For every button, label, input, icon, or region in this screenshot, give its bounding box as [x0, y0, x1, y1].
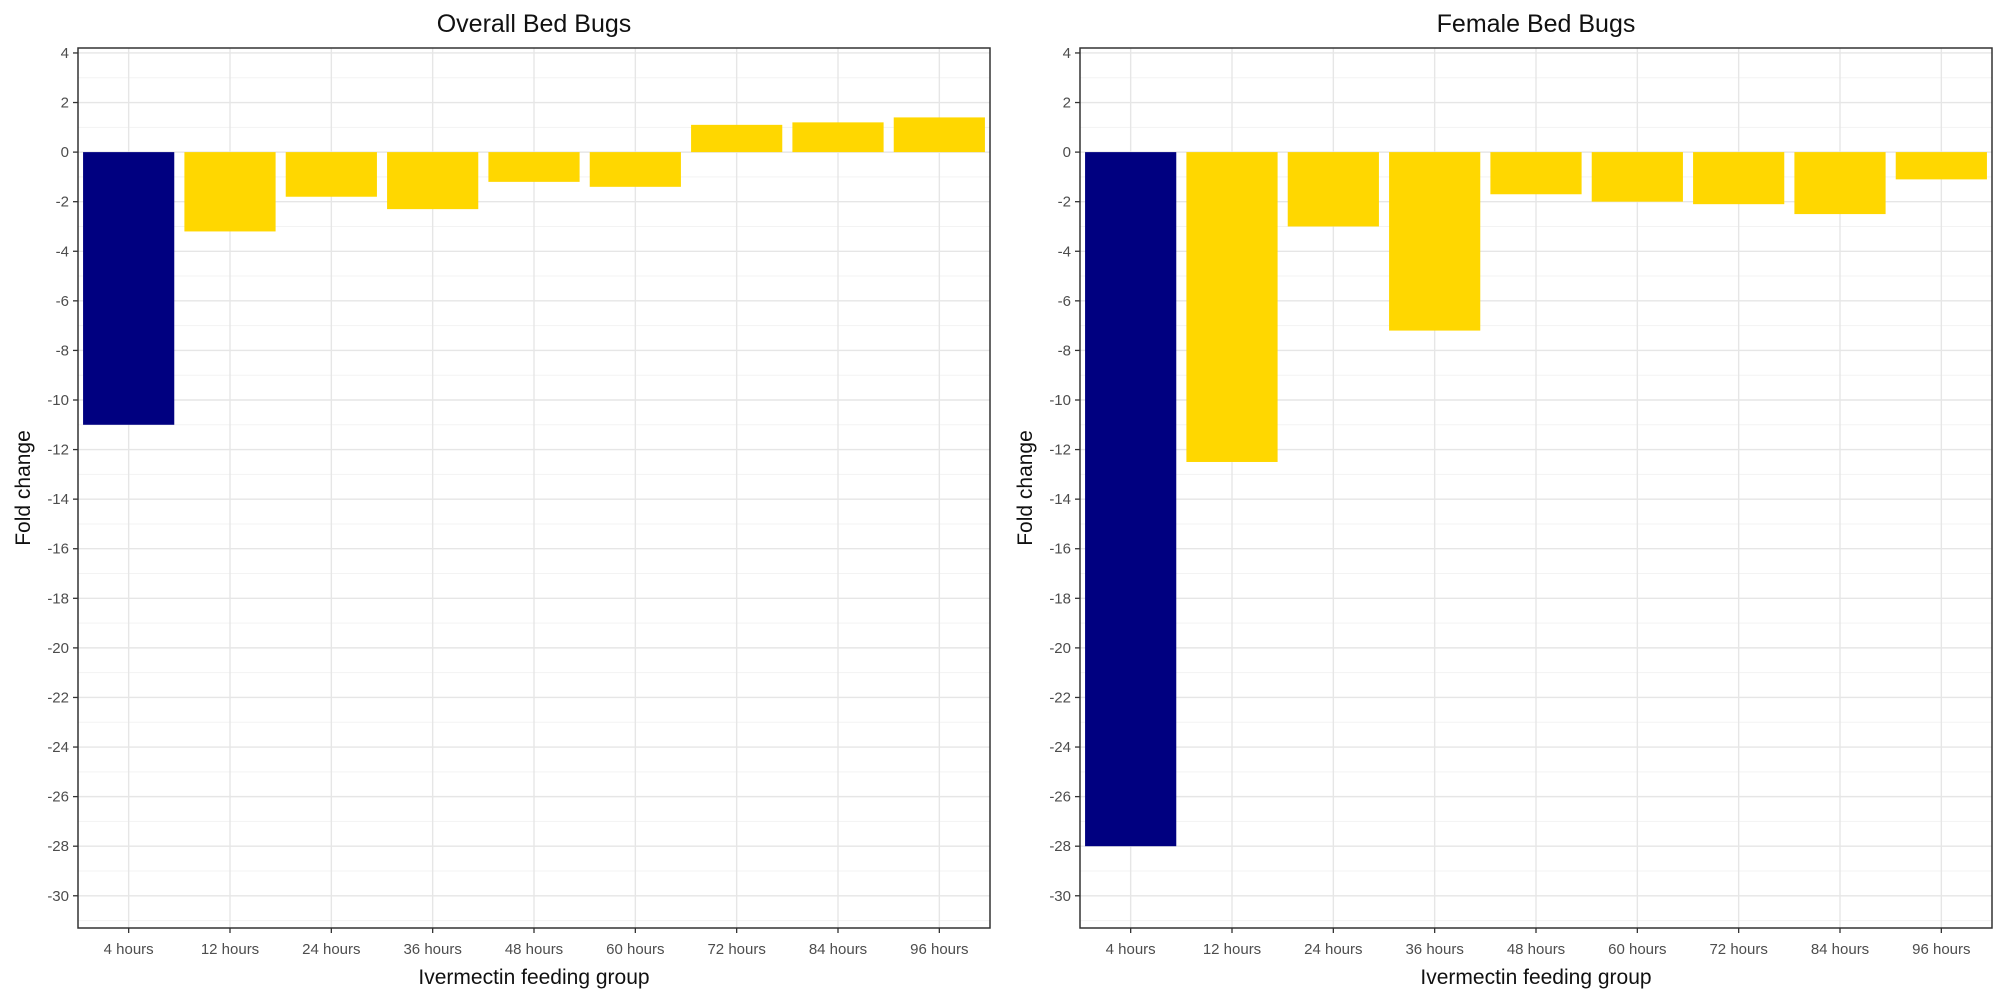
chart2-title: Female Bed Bugs: [1437, 10, 1636, 38]
chart2-x-tick-label: 12 hours: [1203, 941, 1261, 958]
chart1-y-tick-label: -10: [47, 392, 69, 409]
chart1-x-tick-label: 12 hours: [201, 941, 259, 958]
chart1-y-tick-label: -22: [47, 689, 69, 706]
chart2-y-tick-label: -30: [1049, 888, 1071, 905]
chart2-y-tick-label: -22: [1049, 689, 1071, 706]
bar-4-hours: [83, 152, 175, 425]
chart1-y-tick-label: 4: [61, 45, 69, 62]
chart2-x-tick-label: 84 hours: [1811, 941, 1869, 958]
chart1-x-axis-label: Ivermectin feeding group: [418, 966, 649, 989]
chart2-y-tick-label: -20: [1049, 640, 1071, 657]
chart2-x-tick-label: 60 hours: [1608, 941, 1666, 958]
bar-72-hours: [1693, 152, 1785, 205]
bar-60-hours: [1591, 152, 1683, 202]
chart2-y-tick-label: -16: [1049, 541, 1071, 558]
chart2-y-axis-label: Fold change: [1014, 430, 1037, 546]
chart1-y-tick-label: -12: [47, 442, 69, 459]
chart2-x-tick-label: 36 hours: [1405, 941, 1463, 958]
bar-12-hours: [184, 152, 276, 232]
bar-84-hours: [1794, 152, 1886, 215]
chart1-y-tick-label: 2: [61, 95, 69, 112]
chart2: Female Bed Bugs 4 2 0 -2 -4 -6 -8 -10 -12 -14 -16 -1…: [1014, 10, 1993, 989]
chart2-y-tick-label: 2: [1063, 95, 1071, 112]
chart2-y-tick-label: -2: [1058, 194, 1071, 211]
bar-96-hours: [1895, 152, 1987, 180]
bar-60-hours: [589, 152, 681, 187]
chart1: Overall Bed Bugs 4 2 0 -2 -4 -6 -8 -10 -12 -14 -16 -…: [12, 10, 991, 989]
chart2-y-tick-label: -14: [1049, 491, 1071, 508]
chart2-y-tick-label: -26: [1049, 789, 1071, 806]
chart1-x-tick-label: 4 hours: [104, 941, 154, 958]
chart1-y-tick-label: -18: [47, 590, 69, 607]
chart1-x-tick-label: 48 hours: [505, 941, 563, 958]
chart1-y-tick-label: 0: [61, 144, 69, 161]
chart2-y-tick-label: 0: [1063, 144, 1071, 161]
chart2-x-tick-label: 72 hours: [1709, 941, 1767, 958]
bar-4-hours: [1085, 152, 1177, 847]
chart1-y-tick-label: -24: [47, 739, 69, 756]
chart2-y-tick-label: -10: [1049, 392, 1071, 409]
bar-72-hours: [691, 124, 783, 153]
bar-48-hours: [1490, 152, 1582, 195]
chart2-x-tick-label: 4 hours: [1106, 941, 1156, 958]
chart2-y-tick-label: -28: [1049, 838, 1071, 855]
bar-12-hours: [1186, 152, 1278, 462]
bar-36-hours: [1389, 152, 1481, 331]
chart1-x-tick-label: 72 hours: [707, 941, 765, 958]
bar-48-hours: [488, 152, 580, 182]
chart1-x-tick-label: 36 hours: [403, 941, 461, 958]
chart1-y-tick-label: -28: [47, 838, 69, 855]
bar-96-hours: [893, 117, 985, 153]
bar-24-hours: [1287, 152, 1379, 227]
chart1-y-tick-label: -20: [47, 640, 69, 657]
chart1-x-tick-label: 96 hours: [910, 941, 968, 958]
chart1-x-tick-label: 84 hours: [809, 941, 867, 958]
chart2-y-tick-label: -12: [1049, 442, 1071, 459]
chart2-x-tick-label: 24 hours: [1304, 941, 1362, 958]
bar-24-hours: [285, 152, 377, 197]
chart1-y-tick-label: -8: [56, 342, 69, 359]
chart2-x-tick-label: 96 hours: [1912, 941, 1970, 958]
chart1-y-tick-label: -16: [47, 541, 69, 558]
chart2-y-tick-label: -4: [1058, 243, 1071, 260]
bar-84-hours: [792, 122, 884, 153]
chart1-y-tick-label: -4: [56, 243, 69, 260]
chart1-x-tick-label: 24 hours: [302, 941, 360, 958]
chart2-y-tick-label: -6: [1058, 293, 1071, 310]
chart1-y-tick-label: -2: [56, 194, 69, 211]
chart2-y-tick-label: -18: [1049, 590, 1071, 607]
chart1-x-tick-label: 60 hours: [606, 941, 664, 958]
chart1-y-axis-label: Fold change: [12, 430, 35, 546]
bar-36-hours: [387, 152, 479, 210]
chart2-y-tick-label: -8: [1058, 342, 1071, 359]
chart1-title: Overall Bed Bugs: [437, 10, 632, 38]
chart1-y-tick-label: -26: [47, 789, 69, 806]
chart1-y-tick-label: -6: [56, 293, 69, 310]
chart1-y-tick-label: -30: [47, 888, 69, 905]
chart2-y-tick-label: 4: [1063, 45, 1071, 62]
chart1-y-tick-label: -14: [47, 491, 69, 508]
chart2-x-tick-label: 48 hours: [1507, 941, 1565, 958]
chart2-y-tick-label: -24: [1049, 739, 1071, 756]
chart2-x-axis-label: Ivermectin feeding group: [1420, 966, 1651, 989]
